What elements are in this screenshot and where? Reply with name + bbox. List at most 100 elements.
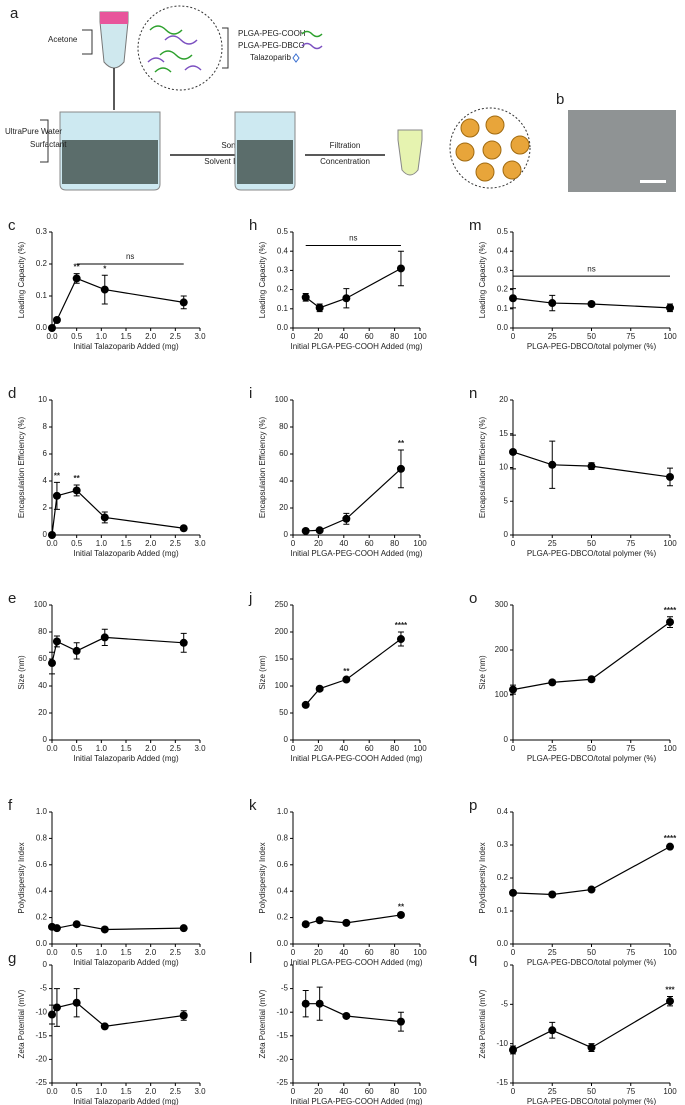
tem-image <box>568 110 676 192</box>
label: Concentration <box>320 157 370 166</box>
y-tick-label: 0 <box>43 960 48 969</box>
significance: ** <box>74 474 81 483</box>
y-tick-label: -15 <box>496 1078 508 1087</box>
point <box>587 885 596 894</box>
x-tick-label: 2.0 <box>145 744 157 753</box>
x-tick-label: 1.0 <box>96 1087 108 1096</box>
y-tick-label: 0.0 <box>277 323 289 332</box>
point <box>315 684 324 693</box>
y-axis-label: Loading Capacity (%) <box>478 241 487 318</box>
x-tick-label: 0 <box>291 744 296 753</box>
y-tick-label: 40 <box>279 476 288 485</box>
y-tick-label: 0.3 <box>277 266 289 275</box>
point <box>587 675 596 684</box>
point <box>301 700 310 709</box>
y-tick-label: 100 <box>34 600 48 609</box>
point <box>301 999 310 1008</box>
x-tick-label: 100 <box>413 744 427 753</box>
y-tick-label: 0.1 <box>36 291 48 300</box>
data-line <box>512 451 671 478</box>
point <box>179 298 188 307</box>
y-tick-label: 50 <box>279 708 288 717</box>
y-tick-label: 4 <box>43 476 48 485</box>
point <box>301 526 310 535</box>
x-tick-label: 1.5 <box>120 539 132 548</box>
point <box>548 1026 557 1035</box>
x-tick-label: 50 <box>587 332 596 341</box>
significance: * <box>103 264 107 273</box>
x-tick-label: 0.0 <box>46 744 58 753</box>
y-tick-label: 150 <box>275 654 289 663</box>
point <box>179 524 188 533</box>
y-tick-label: 0.0 <box>36 323 48 332</box>
x-tick-label: 75 <box>626 948 635 957</box>
y-tick-label: 0.2 <box>277 285 289 294</box>
y-axis-label: Encapsulation Efficiency (%) <box>17 417 26 519</box>
panel-letter: h <box>249 217 257 234</box>
x-tick-label: 2.5 <box>170 1087 182 1096</box>
ns-label: ns <box>587 264 595 273</box>
y-tick-label: 60 <box>38 654 47 663</box>
y-axis-label: Size (nm) <box>478 655 487 690</box>
y-tick-label: 0.1 <box>497 304 509 313</box>
y-tick-label: 0.4 <box>497 807 509 816</box>
point <box>179 1011 188 1020</box>
y-tick-label: 0.1 <box>497 906 509 915</box>
x-tick-label: 100 <box>663 948 677 957</box>
y-axis-label: Size (nm) <box>258 655 267 690</box>
y-tick-label: 0 <box>504 735 509 744</box>
x-tick-label: 2.0 <box>145 1087 157 1096</box>
y-axis-label: Encapsulation Efficiency (%) <box>258 417 267 519</box>
x-tick-label: 3.0 <box>194 744 206 753</box>
y-tick-label: 0.5 <box>497 227 509 236</box>
x-tick-label: 3.0 <box>194 948 206 957</box>
y-axis-label: Loading Capacity (%) <box>17 241 26 318</box>
y-tick-label: 0.4 <box>277 246 289 255</box>
y-tick-label: 6 <box>43 449 48 458</box>
panel-letter: c <box>8 217 16 234</box>
panel-letter: i <box>249 385 252 402</box>
point <box>509 1045 517 1054</box>
label: Filtration <box>330 141 361 150</box>
point <box>301 293 310 302</box>
point <box>342 1011 351 1020</box>
y-tick-label: 0.0 <box>497 939 509 948</box>
point <box>179 638 188 647</box>
y-axis-label: Loading Capacity (%) <box>258 241 267 318</box>
panel-letter: n <box>469 385 477 402</box>
y-tick-label: 8 <box>43 422 48 431</box>
point <box>666 472 674 481</box>
x-tick-label: 60 <box>365 744 374 753</box>
panel-letter: f <box>8 797 13 814</box>
y-tick-label: -5 <box>40 984 48 993</box>
y-tick-label: 0 <box>43 735 48 744</box>
scale-bar <box>640 180 666 183</box>
x-tick-label: 0 <box>511 744 516 753</box>
point <box>48 659 56 668</box>
y-axis-label: Zeta Potential (mV) <box>258 989 267 1058</box>
bracket <box>40 119 49 163</box>
x-tick-label: 1.0 <box>96 744 108 753</box>
point <box>100 633 109 642</box>
y-tick-label: -20 <box>276 1055 288 1064</box>
schematic: a Acetone PLGA-PEG-COOH PLGA-PEG-DBCO Ta… <box>5 5 676 192</box>
y-tick-label: 0 <box>284 530 289 539</box>
point <box>666 303 674 312</box>
x-tick-label: 80 <box>390 744 399 753</box>
x-tick-label: 3.0 <box>194 332 206 341</box>
y-tick-label: 0.8 <box>277 834 289 843</box>
panel-letter: k <box>249 797 257 814</box>
y-tick-label: 0.2 <box>277 913 289 922</box>
y-tick-label: -25 <box>276 1078 288 1087</box>
x-tick-label: 2.0 <box>145 539 157 548</box>
point <box>587 300 596 308</box>
point <box>48 531 56 539</box>
x-tick-label: 40 <box>339 332 348 341</box>
y-axis-label: Polydispersity Index <box>478 842 487 913</box>
point <box>666 618 674 627</box>
point <box>48 324 56 332</box>
x-tick-label: 0.5 <box>71 948 83 957</box>
x-tick-label: 100 <box>413 332 427 341</box>
x-tick-label: 60 <box>365 539 374 548</box>
